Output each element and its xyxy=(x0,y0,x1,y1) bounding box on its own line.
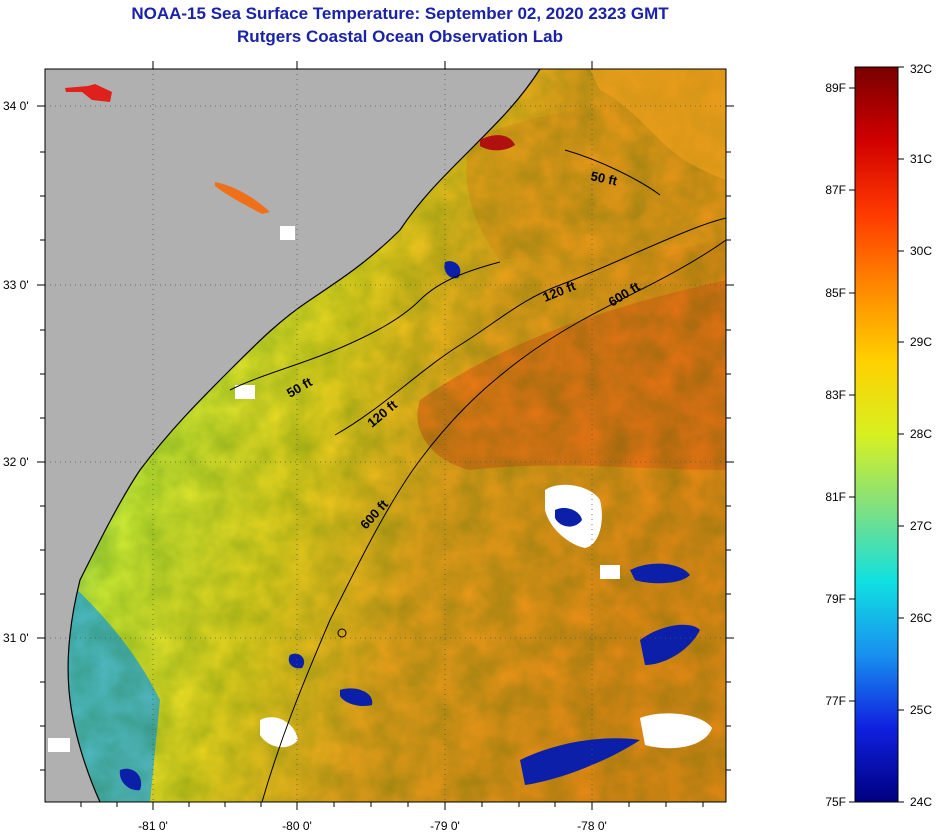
contour-600ft xyxy=(261,239,726,802)
colorbar-label-c: 26C xyxy=(910,611,932,625)
colorbar-label-f: 81F xyxy=(825,490,846,504)
colorbar-label-f: 79F xyxy=(825,592,846,606)
lon-tick-label: -80 0' xyxy=(282,819,312,832)
map-subtitle: Rutgers Coastal Ocean Observation Lab xyxy=(237,27,563,46)
lat-tick-label: 34 0' xyxy=(3,99,29,113)
colorbar-label-c: 24C xyxy=(910,795,932,809)
land-mass xyxy=(45,69,540,802)
lat-tick-label: 31 0' xyxy=(3,631,29,645)
axis-ticks xyxy=(37,61,734,810)
colorbar-label-f: 87F xyxy=(825,183,846,197)
coastline xyxy=(67,69,541,802)
colorbar-label-f: 77F xyxy=(825,694,846,708)
contour-label-50ft-north: 50 ft xyxy=(589,168,619,188)
colorbar-label-c: 31C xyxy=(910,152,932,166)
colorbar-label-f: 89F xyxy=(825,81,846,95)
colorbar-label-c: 28C xyxy=(910,427,932,441)
cold-spots xyxy=(119,261,700,791)
colorbar-label-c: 27C xyxy=(910,519,932,533)
map-title: NOAA-15 Sea Surface Temperature: Septemb… xyxy=(131,4,669,23)
colorbar-ticks xyxy=(849,66,904,803)
temperature-colorbar xyxy=(854,66,899,803)
colorbar-label-c: 25C xyxy=(910,703,932,717)
colorbar-label-f: 75F xyxy=(825,795,846,809)
depth-contours xyxy=(229,149,726,802)
graticule xyxy=(45,69,726,802)
lat-tick-label: 32 0' xyxy=(3,455,29,469)
lon-tick-label: -81 0' xyxy=(138,819,168,832)
lat-tick-label: 33 0' xyxy=(3,278,29,292)
colorbar-label-f: 85F xyxy=(825,286,846,300)
contour-50ft-north xyxy=(564,149,661,196)
colorbar-label-c: 30C xyxy=(910,244,932,258)
map-frame xyxy=(44,68,727,803)
colorbar-label-c: 29C xyxy=(910,335,932,349)
colorbar-label-c: 32C xyxy=(910,62,932,76)
contour-ring xyxy=(337,628,347,638)
lon-tick-label: -79 0' xyxy=(430,819,460,832)
warm-lake-patch xyxy=(65,84,112,102)
contour-120ft xyxy=(334,217,726,436)
contour-50ft-south xyxy=(229,261,501,391)
colorbar-label-f: 83F xyxy=(825,388,846,402)
lon-tick-label: -78 0' xyxy=(577,819,607,832)
